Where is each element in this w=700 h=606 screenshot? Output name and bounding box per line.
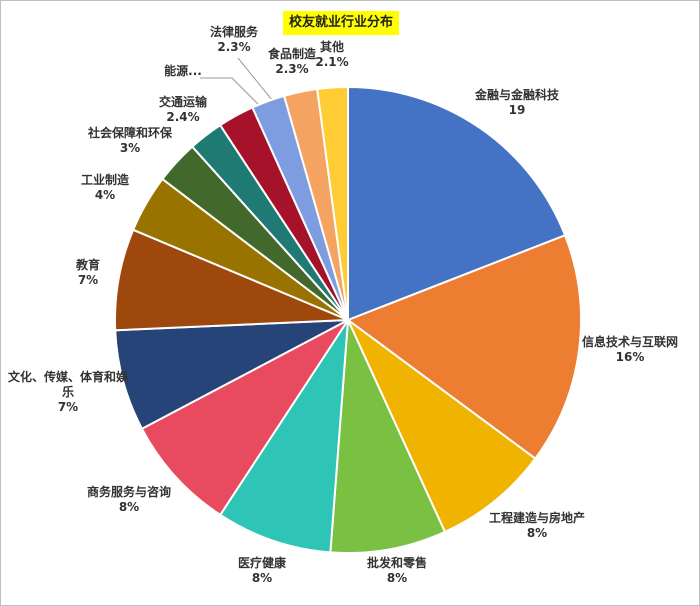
data-label: 社会保障和环保 3%	[50, 126, 210, 156]
category-label: 工程建造与房地产	[488, 511, 585, 525]
pie-slice	[347, 319, 537, 534]
value-label: 2.4%	[166, 110, 200, 124]
value-label: 2.3%	[217, 40, 251, 54]
pie-slice	[329, 319, 447, 554]
pie-slice	[114, 228, 349, 332]
data-label: 教育 7%	[8, 258, 168, 288]
category-label: 能源...	[164, 64, 202, 78]
category-label: 医疗健康	[237, 556, 286, 570]
category-label: 金融与金融科技	[474, 88, 559, 102]
value-label: 16%	[615, 350, 645, 364]
category-label: 食品制造	[267, 47, 316, 61]
category-label: 信息技术与互联网	[581, 335, 678, 349]
value-label: 2.1%	[315, 55, 349, 69]
category-label: 其他	[319, 40, 344, 54]
data-label: 医疗健康 8%	[182, 556, 342, 586]
category-label: 商务服务与咨询	[86, 485, 171, 499]
data-label: 其他 2.1%	[252, 40, 412, 70]
data-label: 交通运输 2.4%	[103, 95, 263, 125]
data-label: 食品制造 2.3%	[212, 47, 372, 77]
pie-slice	[345, 233, 582, 461]
value-label: 8%	[251, 571, 273, 585]
data-label: 金融与金融科技 19	[437, 88, 597, 118]
pie-slice	[140, 319, 349, 517]
value-label: 19	[508, 103, 526, 117]
pie-slice	[316, 85, 349, 321]
pie-slice	[347, 85, 567, 322]
category-label: 批发和零售	[366, 556, 427, 570]
category-label: 文化、传媒、体育和娱乐	[7, 370, 128, 399]
value-label: 7%	[57, 400, 79, 414]
category-label: 社会保障和环保	[87, 126, 172, 140]
value-label: 8%	[386, 571, 408, 585]
data-label: 批发和零售 8%	[317, 556, 477, 586]
category-label: 交通运输	[158, 95, 207, 109]
data-label: 商务服务与咨询 8%	[49, 485, 209, 515]
chart-title: 校友就业行业分布	[283, 11, 400, 35]
data-label: 能源...	[103, 64, 263, 79]
data-label: 文化、传媒、体育和娱乐 7%	[7, 370, 129, 415]
category-label: 教育	[75, 258, 100, 272]
data-label: 法律服务 2.3%	[154, 25, 314, 55]
data-label: 信息技术与互联网 16%	[550, 335, 700, 365]
leader-line	[200, 77, 259, 105]
value-label: 7%	[77, 273, 99, 287]
value-label: 8%	[526, 526, 548, 540]
value-label: 3%	[119, 141, 141, 155]
data-label: 工业制造 4%	[25, 173, 185, 203]
value-label: 2.3%	[275, 62, 309, 76]
data-label: 工程建造与房地产 8%	[457, 511, 617, 541]
category-label: 工业制造	[80, 173, 129, 187]
pie-slice	[218, 319, 349, 554]
leader-line	[237, 57, 273, 101]
category-label: 法律服务	[209, 25, 258, 39]
value-label: 8%	[118, 500, 140, 514]
pie-slice	[114, 319, 349, 431]
value-label: 4%	[94, 188, 116, 202]
